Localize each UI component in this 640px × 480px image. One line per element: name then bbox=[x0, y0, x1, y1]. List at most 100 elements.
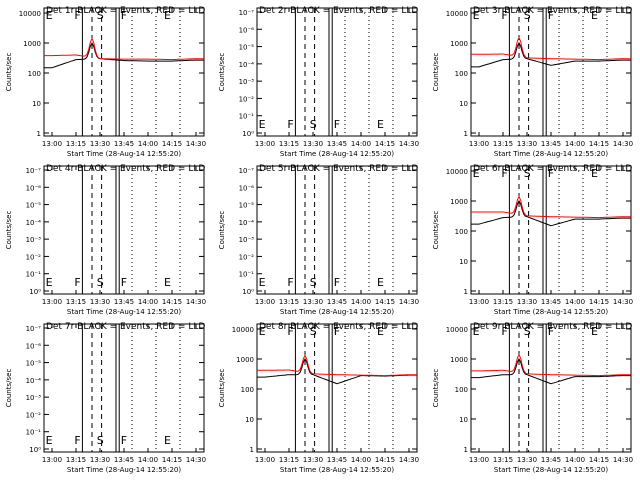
x-tick-label: 14:15 bbox=[375, 456, 395, 464]
y-tick-label: 10⁻⁵ bbox=[239, 202, 255, 210]
y-axis-label: Counts/sec bbox=[432, 369, 440, 408]
x-tick-label: 13:30 bbox=[90, 456, 110, 464]
marker-label: S bbox=[310, 325, 317, 338]
x-tick-label: 13:15 bbox=[493, 298, 513, 306]
x-tick-label: 13:30 bbox=[303, 456, 323, 464]
y-tick-label: 10000 bbox=[446, 10, 468, 18]
x-tick-label: 13:15 bbox=[279, 456, 299, 464]
x-axis-label: Start Time (28-Aug-14 12:55:20) bbox=[280, 466, 394, 474]
x-tick-label: 13:00 bbox=[42, 298, 62, 306]
x-tick-label: 13:15 bbox=[279, 140, 299, 148]
marker-label: E bbox=[164, 9, 171, 22]
x-tick-label: 13:45 bbox=[541, 140, 561, 148]
marker-label: E bbox=[259, 276, 266, 289]
x-tick-label: 13:45 bbox=[327, 298, 347, 306]
detector-plot-4: Det 4r BLACK = Events, RED = LLD Counts/s… bbox=[5, 164, 206, 316]
y-axis-label: Counts/sec bbox=[218, 53, 226, 92]
x-axis-label: Start Time (28-Aug-14 12:55:20) bbox=[494, 466, 608, 474]
events-series-line bbox=[471, 357, 631, 385]
y-tick-label: 10000 bbox=[446, 326, 468, 334]
x-tick-label: 14:00 bbox=[565, 298, 585, 306]
x-tick-label: 14:15 bbox=[589, 456, 609, 464]
y-tick-label: 10 bbox=[459, 100, 468, 108]
x-tick-label: 14:30 bbox=[399, 456, 419, 464]
marker-label: E bbox=[46, 9, 53, 22]
detector-plot-7: Det 7r BLACK = Events, RED = LLD Counts/s… bbox=[5, 322, 206, 474]
x-tick-label: 14:30 bbox=[186, 456, 206, 464]
y-tick-label: 10⁻⁴ bbox=[239, 61, 255, 69]
x-tick-label: 14:30 bbox=[613, 140, 633, 148]
x-tick-label: 13:00 bbox=[255, 140, 275, 148]
y-tick-label: 100 bbox=[455, 386, 468, 394]
x-tick-label: 14:30 bbox=[186, 298, 206, 306]
x-tick-label: 14:30 bbox=[399, 298, 419, 306]
y-tick-label: 10⁻⁵ bbox=[26, 360, 42, 368]
x-tick-label: 13:45 bbox=[114, 298, 134, 306]
y-tick-label: 10 bbox=[459, 258, 468, 266]
x-tick-label: 13:45 bbox=[541, 298, 561, 306]
y-tick-label: 10⁻⁷ bbox=[26, 167, 42, 175]
marker-label: F bbox=[334, 325, 340, 338]
x-axis-label: Start Time (28-Aug-14 12:55:20) bbox=[67, 466, 181, 474]
x-tick-label: 13:15 bbox=[66, 140, 86, 148]
x-tick-label: 14:00 bbox=[351, 456, 371, 464]
x-tick-label: 14:00 bbox=[565, 456, 585, 464]
plot-title: Det 5r BLACK = Events, RED = LLD bbox=[259, 164, 418, 174]
y-tick-label: 10⁻⁶ bbox=[26, 342, 42, 350]
marker-label: S bbox=[524, 325, 531, 338]
y-tick-label: 10000 bbox=[232, 326, 254, 334]
lld-series-line bbox=[471, 36, 631, 61]
x-tick-label: 13:00 bbox=[469, 298, 489, 306]
x-tick-label: 13:45 bbox=[327, 456, 347, 464]
events-series-line bbox=[471, 41, 631, 68]
plot-title: Det 6r BLACK = Events, RED = LLD bbox=[473, 164, 632, 174]
marker-label: E bbox=[259, 325, 266, 338]
y-tick-label: 1000 bbox=[23, 40, 41, 48]
marker-label: F bbox=[501, 325, 507, 338]
marker-label: E bbox=[473, 167, 480, 180]
x-tick-label: 13:15 bbox=[279, 298, 299, 306]
marker-label: S bbox=[524, 167, 531, 180]
marker-label: E bbox=[591, 9, 598, 22]
x-tick-label: 13:00 bbox=[469, 456, 489, 464]
x-axis-label: Start Time (28-Aug-14 12:55:20) bbox=[67, 308, 181, 316]
y-tick-label: 10⁰ bbox=[242, 130, 254, 138]
y-tick-label: 10⁻⁵ bbox=[26, 202, 42, 210]
marker-label: E bbox=[259, 118, 266, 131]
marker-label: S bbox=[310, 118, 317, 131]
x-tick-label: 14:00 bbox=[351, 298, 371, 306]
y-tick-label: 10⁻² bbox=[26, 411, 42, 419]
detector-plot-1: Det 1r BLACK = Events, RED = LLD Counts/s… bbox=[5, 6, 206, 158]
marker-label: F bbox=[548, 167, 554, 180]
y-tick-label: 1 bbox=[250, 446, 254, 454]
y-tick-label: 100 bbox=[455, 70, 468, 78]
marker-label: E bbox=[377, 325, 384, 338]
y-tick-label: 10⁻⁴ bbox=[239, 219, 255, 227]
x-tick-label: 14:15 bbox=[162, 140, 182, 148]
plot-title: Det 3r BLACK = Events, RED = LLD bbox=[473, 6, 632, 16]
y-tick-label: 1000 bbox=[450, 198, 468, 206]
y-tick-label: 10⁻¹ bbox=[26, 271, 42, 279]
y-tick-label: 10⁻³ bbox=[26, 236, 42, 244]
y-tick-label: 100 bbox=[241, 386, 254, 394]
y-tick-label: 1 bbox=[37, 130, 41, 138]
y-axis-label: Counts/sec bbox=[5, 53, 13, 92]
plot-title: Det 9r BLACK = Events, RED = LLD bbox=[473, 322, 632, 332]
lld-series-line bbox=[471, 195, 631, 219]
x-tick-label: 14:00 bbox=[351, 140, 371, 148]
marker-label: E bbox=[164, 276, 171, 289]
marker-label: E bbox=[473, 325, 480, 338]
y-tick-label: 10⁰ bbox=[29, 446, 41, 454]
marker-label: F bbox=[334, 118, 340, 131]
x-tick-label: 14:00 bbox=[138, 298, 158, 306]
y-tick-label: 100 bbox=[455, 228, 468, 236]
x-tick-label: 14:15 bbox=[589, 298, 609, 306]
x-tick-label: 13:30 bbox=[517, 140, 537, 148]
x-tick-label: 13:30 bbox=[303, 298, 323, 306]
y-tick-label: 10⁻¹ bbox=[239, 113, 255, 121]
marker-label: S bbox=[97, 276, 104, 289]
x-tick-label: 13:45 bbox=[114, 140, 134, 148]
y-tick-label: 1 bbox=[464, 130, 468, 138]
x-tick-label: 14:15 bbox=[589, 140, 609, 148]
y-tick-label: 10⁻⁷ bbox=[239, 9, 255, 17]
